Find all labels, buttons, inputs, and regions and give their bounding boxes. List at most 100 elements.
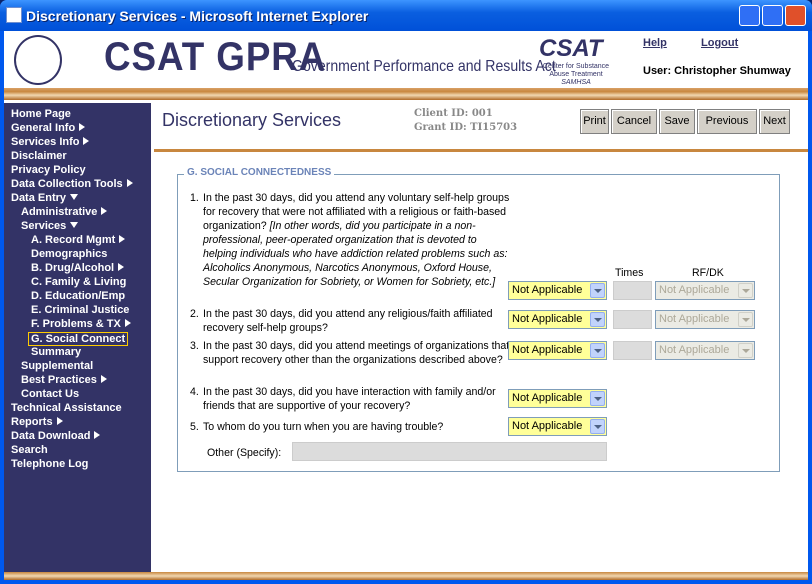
client-id: Client ID: 001 bbox=[414, 108, 493, 119]
nav-label[interactable]: Disclaimer bbox=[11, 150, 67, 162]
question-main: In the past 30 days, did you attend any … bbox=[203, 192, 510, 232]
nav-label[interactable]: Data Collection Tools bbox=[11, 178, 123, 190]
question: 2. In the past 30 days, did you attend an… bbox=[190, 307, 510, 335]
nav-label[interactable]: Summary bbox=[31, 346, 82, 358]
nav-label[interactable]: A. Record Mgmt bbox=[31, 234, 116, 246]
question-text: To whom do you turn when you are having … bbox=[203, 420, 510, 434]
button[interactable]: Cancel bbox=[611, 109, 657, 134]
button[interactable]: Next bbox=[759, 109, 790, 134]
select-value[interactable]: Not Applicable bbox=[512, 420, 583, 432]
nav-label[interactable]: Data Entry bbox=[11, 192, 67, 204]
nav-item[interactable]: E. Criminal Justice bbox=[31, 304, 129, 316]
select-value: Not Applicable bbox=[659, 313, 730, 325]
nav-label[interactable]: Demographics bbox=[31, 248, 108, 260]
nav-label[interactable]: G. Social Connect bbox=[28, 332, 129, 346]
nav-item[interactable]: G. Social Connect bbox=[28, 332, 129, 346]
page-title: Discretionary Services bbox=[162, 110, 342, 130]
question: 4. In the past 30 days, did you have inte… bbox=[190, 385, 510, 413]
nav-label[interactable]: Contact Us bbox=[21, 388, 80, 400]
select-value[interactable]: Not Applicable bbox=[512, 284, 583, 296]
logout-link[interactable]: Logout bbox=[701, 37, 739, 49]
question-main: To whom do you turn when you are having … bbox=[203, 421, 444, 433]
nav-item[interactable]: General Info bbox=[11, 122, 86, 134]
nav-item[interactable]: Reports bbox=[11, 416, 63, 428]
question-text: In the past 30 days, did you attend meet… bbox=[203, 339, 510, 367]
select-value[interactable]: Not Applicable bbox=[512, 344, 583, 356]
nav-item[interactable]: Demographics bbox=[31, 248, 107, 260]
nav-item[interactable]: Data Collection Tools bbox=[11, 178, 133, 190]
nav-item[interactable]: Disclaimer bbox=[11, 150, 67, 162]
nav-label[interactable]: F. Problems & TX bbox=[31, 318, 121, 330]
nav-label[interactable]: Search bbox=[11, 444, 48, 456]
answer-select[interactable]: Not Applicable bbox=[508, 389, 607, 408]
nav-label[interactable]: B. Drug/Alcohol bbox=[31, 262, 115, 274]
question-note: [In other words, did you participate in … bbox=[203, 220, 508, 288]
nav-label[interactable]: Best Practices bbox=[21, 374, 97, 386]
nav-label[interactable]: Telephone Log bbox=[11, 458, 89, 470]
button[interactable]: Print bbox=[580, 109, 609, 134]
minimize-button[interactable] bbox=[739, 5, 760, 26]
nav-item[interactable]: Administrative bbox=[21, 206, 108, 218]
nav-label[interactable]: Services bbox=[21, 220, 67, 232]
button[interactable]: Previous bbox=[697, 109, 757, 134]
csat-logo: CSAT bbox=[539, 35, 603, 62]
logo-line: Abuse Treatment bbox=[549, 71, 603, 78]
question-number: 5. bbox=[190, 421, 199, 433]
csat-logo-text: Center for Substance Abuse Treatment SAM… bbox=[536, 63, 616, 87]
answer-select[interactable]: Not Applicable bbox=[508, 281, 607, 300]
nav-item[interactable]: F. Problems & TX bbox=[31, 318, 131, 330]
nav-item[interactable]: Contact Us bbox=[21, 388, 79, 400]
nav-item[interactable]: Services Info bbox=[11, 136, 90, 148]
help-link[interactable]: Help bbox=[643, 37, 667, 49]
column-header: Times bbox=[615, 267, 644, 279]
nav-item[interactable]: Telephone Log bbox=[11, 458, 88, 470]
submenu-arrow bbox=[119, 235, 126, 243]
nav-item[interactable]: Search bbox=[11, 444, 48, 456]
nav-item[interactable]: Best Practices bbox=[21, 374, 107, 386]
nav-label[interactable]: D. Education/Emp bbox=[31, 290, 126, 302]
nav-label[interactable]: Privacy Policy bbox=[11, 164, 86, 176]
logo-line: SAMHSA bbox=[561, 79, 591, 86]
rule bbox=[154, 149, 808, 152]
nav-item[interactable]: Data Entry bbox=[11, 192, 79, 204]
nav-item[interactable]: Home Page bbox=[11, 108, 71, 120]
answer-select[interactable]: Not Applicable bbox=[508, 341, 607, 360]
nav-item[interactable]: Privacy Policy bbox=[11, 164, 86, 176]
select-value: Not Applicable bbox=[659, 284, 730, 296]
nav-label[interactable]: Data Download bbox=[11, 430, 91, 442]
other-input[interactable] bbox=[292, 442, 607, 461]
answer-select[interactable]: Not Applicable bbox=[508, 310, 607, 329]
nav-item[interactable]: Technical Assistance bbox=[11, 402, 122, 414]
nav-label[interactable]: Home Page bbox=[11, 108, 71, 120]
select-value[interactable]: Not Applicable bbox=[512, 392, 583, 404]
submenu-arrow bbox=[70, 194, 79, 200]
nav-label[interactable]: General Info bbox=[11, 122, 76, 134]
submenu-arrow bbox=[94, 431, 101, 439]
nav-label[interactable]: E. Criminal Justice bbox=[31, 304, 130, 316]
times-input bbox=[613, 341, 652, 360]
nav-label[interactable]: C. Family & Living bbox=[31, 276, 127, 288]
nav-item[interactable]: Data Download bbox=[11, 430, 101, 442]
nav-label[interactable]: Reports bbox=[11, 416, 53, 428]
submenu-arrow bbox=[126, 179, 133, 187]
maximize-button[interactable] bbox=[762, 5, 783, 26]
nav-label[interactable]: Services Info bbox=[11, 136, 80, 148]
nav-item[interactable]: Summary bbox=[31, 346, 81, 358]
nav-item[interactable]: Supplemental bbox=[21, 360, 93, 372]
nav-label[interactable]: Administrative bbox=[21, 206, 98, 218]
nav-label[interactable]: Supplemental bbox=[21, 360, 94, 372]
button[interactable]: Save bbox=[659, 109, 695, 134]
answer-select[interactable]: Not Applicable bbox=[508, 417, 607, 436]
nav-item[interactable]: Services bbox=[21, 220, 79, 232]
footer-stripe bbox=[4, 572, 808, 580]
nav-item[interactable]: B. Drug/Alcohol bbox=[31, 262, 125, 274]
fieldset bbox=[177, 174, 780, 472]
select-value[interactable]: Not Applicable bbox=[512, 313, 583, 325]
header-title: CSAT GPRA bbox=[104, 35, 327, 79]
nav-label[interactable]: Technical Assistance bbox=[11, 402, 122, 414]
nav-item[interactable]: A. Record Mgmt bbox=[31, 234, 126, 246]
nav-item[interactable]: C. Family & Living bbox=[31, 276, 126, 288]
nav-item[interactable]: D. Education/Emp bbox=[31, 290, 125, 302]
question-main: In the past 30 days, did you attend meet… bbox=[203, 340, 510, 366]
close-button[interactable] bbox=[785, 5, 806, 26]
